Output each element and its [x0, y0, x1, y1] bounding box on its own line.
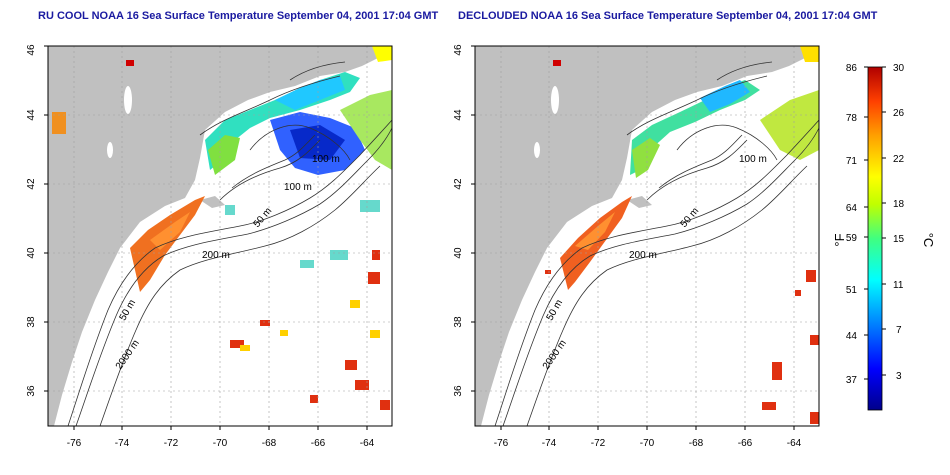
colorbar-c-tick: 18 [893, 199, 905, 210]
colorbar-c-tick: 3 [896, 371, 902, 382]
left-y-tick: 36 [26, 385, 37, 397]
right-x-tick: -72 [591, 438, 606, 449]
left-x-tick: -68 [262, 438, 277, 449]
right-map: 100 m 50 m 200 m 50 m 2000 m -76 -74 -72… [453, 44, 820, 449]
left-contour-label: 200 m [202, 250, 230, 261]
colorbar-gradient [867, 66, 883, 411]
colorbar-c-tick: 22 [893, 154, 905, 165]
left-y-tick: 38 [26, 316, 37, 328]
left-y-tick: 44 [26, 109, 37, 121]
right-x-tick: -76 [494, 438, 509, 449]
right-y-tick: 38 [453, 316, 464, 328]
left-y-tick: 46 [26, 44, 37, 56]
right-contour-label: 100 m [739, 154, 767, 165]
right-map-title: DECLOUDED NOAA 16 Sea Surface Temperatur… [458, 10, 878, 22]
colorbar-f-tick: 59 [846, 233, 858, 244]
right-y-tick: 40 [453, 247, 464, 259]
right-land-mass [475, 46, 819, 426]
left-x-tick: -66 [311, 438, 326, 449]
left-y-tick: 40 [26, 247, 37, 259]
left-x-tick: -76 [67, 438, 82, 449]
colorbar-f-tick: 78 [846, 113, 858, 124]
left-x-tick: -64 [360, 438, 375, 449]
right-y-tick: 46 [453, 44, 464, 56]
temperature-colorbar: 86 78 71 64 59 51 44 37 30 26 22 18 15 1… [832, 63, 936, 411]
colorbar-c-tick: 30 [893, 63, 905, 74]
colorbar-f-tick: 51 [846, 285, 858, 296]
right-y-tick: 44 [453, 109, 464, 121]
right-x-tick: -70 [640, 438, 655, 449]
right-x-tick: -68 [689, 438, 704, 449]
right-y-tick: 36 [453, 385, 464, 397]
right-x-tick: -64 [787, 438, 802, 449]
colorbar-unit-f: °F [832, 233, 847, 246]
colorbar-f-tick: 86 [846, 63, 858, 74]
left-x-tick: -74 [115, 438, 130, 449]
left-contour-label: 100 m [284, 182, 312, 193]
left-x-tick: -70 [213, 438, 228, 449]
colorbar-f-tick: 71 [846, 156, 858, 167]
colorbar-f-tick: 44 [846, 331, 858, 342]
left-land-mass [48, 46, 392, 426]
colorbar-c-tick: 26 [893, 108, 905, 119]
colorbar-unit-c: °C [921, 233, 936, 248]
right-x-tick: -66 [738, 438, 753, 449]
left-map-title: RU COOL NOAA 16 Sea Surface Temperature … [38, 10, 439, 22]
colorbar-c-tick: 15 [893, 234, 905, 245]
right-y-tick: 42 [453, 178, 464, 190]
colorbar-c-tick: 7 [896, 325, 902, 336]
left-contour-label: 100 m [312, 154, 340, 165]
colorbar-f-tick: 64 [846, 203, 858, 214]
left-map: 100 m 100 m 50 m 200 m 50 m 2000 m -76 -… [26, 44, 393, 449]
right-x-tick: -74 [542, 438, 557, 449]
left-y-tick: 42 [26, 178, 37, 190]
colorbar-c-tick: 11 [893, 280, 904, 291]
right-contour-label: 200 m [629, 250, 657, 261]
left-x-tick: -72 [164, 438, 179, 449]
colorbar-f-tick: 37 [846, 375, 858, 386]
